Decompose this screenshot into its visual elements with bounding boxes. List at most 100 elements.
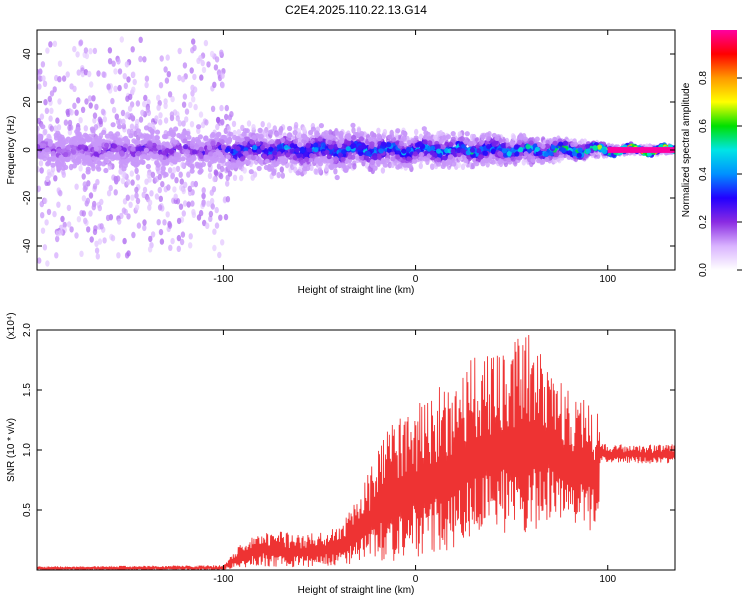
spectrogram-cell — [204, 119, 209, 126]
spectrogram-cell — [66, 110, 71, 118]
spectrogram-cell — [44, 153, 50, 159]
spectrogram-cell — [44, 147, 50, 153]
spectrogram-cell — [63, 119, 69, 126]
spectrogram-cell — [436, 130, 441, 138]
spectrogram-cell — [221, 134, 227, 141]
spectrogram-cell — [468, 140, 474, 146]
spectrogram-cell — [72, 45, 77, 53]
spectrogram-cell — [89, 236, 94, 243]
spectrogram-cell — [45, 260, 50, 267]
spectrogram-cell — [76, 216, 82, 223]
spectrogram-cell — [242, 167, 247, 174]
spectrogram-cell — [229, 148, 235, 154]
spectrogram-cell — [198, 111, 204, 118]
spectrogram-cell — [450, 131, 456, 137]
spectrogram-cell — [110, 122, 116, 128]
snr-y-label: SNR (10 * v/v) — [6, 418, 17, 482]
spectrogram-cell — [180, 231, 186, 238]
spectrogram-cell — [131, 71, 136, 78]
spectrogram-cell — [525, 144, 531, 150]
spectrogram-cell — [429, 163, 435, 170]
spectrogram-cell — [126, 250, 131, 257]
spectrogram-cell — [92, 112, 98, 119]
spectrogram-cell — [283, 144, 289, 151]
spectrogram-cell — [71, 149, 77, 155]
spectrogram-cell — [208, 215, 213, 222]
spectrogram-cell — [180, 161, 185, 169]
spectrogram-cell — [47, 141, 53, 147]
spectrogram-cell — [544, 143, 551, 149]
spectrogram-cell — [198, 146, 204, 152]
spectrogram-cell — [260, 121, 265, 128]
spectrogram-cell — [276, 151, 282, 157]
spectrogram-cell — [189, 168, 195, 174]
spectrogram-cell — [256, 148, 262, 154]
spectrogram-cell — [137, 132, 143, 138]
y-tick-label: -40 — [22, 238, 33, 253]
spectrogram-cell — [243, 150, 249, 156]
spectrogram-cell — [131, 231, 136, 239]
spectrogram-cell — [147, 199, 153, 206]
spectrogram-cell — [142, 219, 147, 226]
spectrogram-cell — [174, 151, 180, 158]
spectrogram-cell — [304, 156, 310, 162]
spectrogram-cell — [298, 166, 303, 173]
chart-title: C2E4.2025.110.22.13.G14 — [285, 3, 427, 17]
spectrogram-cell — [159, 238, 165, 245]
colorbar-tick-label: 0.4 — [698, 167, 709, 181]
spectrogram-cell — [518, 147, 524, 153]
spectrogram-cell — [92, 117, 97, 124]
spectrogram-cell — [145, 163, 151, 170]
spectrogram-cell — [378, 148, 384, 154]
spectrogram-cell — [482, 150, 488, 156]
spectrogram-cell — [174, 177, 179, 184]
spectrogram-cell — [289, 148, 295, 154]
spectrogram-cell — [142, 224, 147, 232]
spectrogram-cell — [263, 149, 269, 155]
spectrogram-cell — [197, 134, 203, 140]
spectrogram-cell — [398, 140, 404, 147]
spectrogram-cell — [142, 100, 147, 108]
spectrogram-cell — [296, 153, 302, 159]
spectrogram-cell — [200, 161, 206, 167]
spectrogram-cell — [179, 184, 184, 191]
spectrogram-cell — [464, 131, 470, 137]
spectrogram-cell — [120, 109, 126, 117]
spectrogram-cell — [57, 76, 62, 83]
spectrogram-cell — [390, 161, 395, 168]
spectrogram-cell — [414, 142, 421, 148]
x-tick-label: 0 — [413, 574, 419, 585]
spectrogram-cell — [88, 192, 94, 199]
spectrogram-cell — [134, 139, 141, 145]
spectrogram-cell — [355, 155, 361, 161]
spectrogram-cell — [220, 239, 225, 246]
spectrogram-cell — [227, 114, 233, 121]
spectrogram-cell — [166, 130, 172, 137]
spectrogram-cell — [313, 147, 319, 153]
spectrogram-cell — [441, 135, 447, 141]
snr-y-ticks: 0.51.01.52.0 — [22, 323, 675, 517]
spectrogram-cell — [39, 200, 44, 208]
spectrogram-cell — [219, 139, 225, 145]
spectrogram-cell — [242, 140, 248, 146]
spectrogram-cell — [220, 118, 225, 126]
spectrogram-cell — [197, 169, 203, 175]
spectrogram-cell — [66, 204, 72, 212]
spectrogram-cell — [128, 133, 134, 139]
spectrogram-cell — [89, 126, 95, 132]
spectrogram-cell — [58, 190, 63, 197]
spectrogram-cell — [478, 154, 484, 160]
spectrogram-cell — [119, 36, 125, 43]
spectrogram-cell — [451, 161, 457, 167]
spectrogram-cell — [214, 206, 219, 214]
colorbar-tick-label: 0.2 — [698, 215, 709, 229]
spectrogram-cell — [422, 139, 428, 145]
spectrogram-cell — [94, 103, 99, 111]
y-tick-label: 0.5 — [22, 503, 33, 517]
spectrogram-cell — [517, 139, 523, 145]
spectrogram-cell — [268, 146, 274, 152]
spectrogram-cell — [272, 150, 278, 156]
spectrogram-cell — [156, 104, 161, 111]
spectrogram-cell — [269, 139, 275, 145]
